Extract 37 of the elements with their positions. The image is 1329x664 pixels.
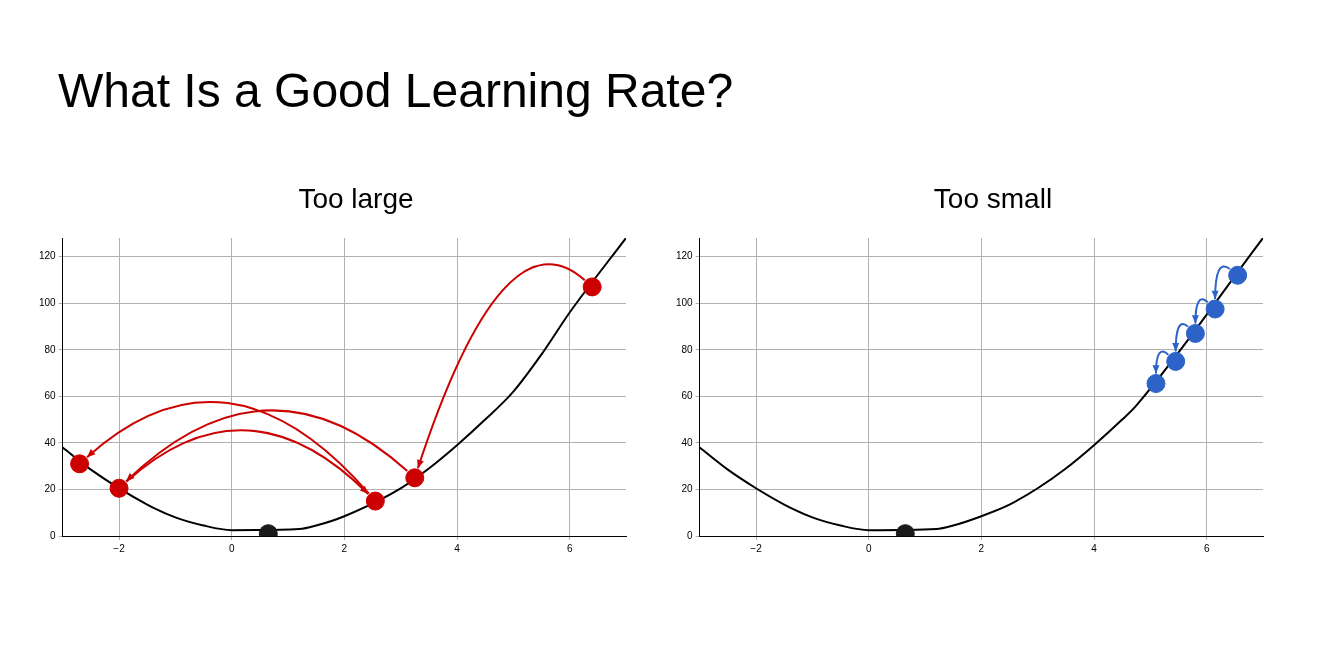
point [109, 478, 129, 498]
y-tick-label: 80 [681, 343, 694, 355]
y-tick-label: 0 [50, 529, 57, 541]
y-tick-label: 0 [687, 529, 694, 541]
x-tick-label: 4 [454, 542, 461, 554]
y-tick-label: 20 [44, 483, 57, 495]
x-tick-label: 0 [865, 542, 872, 554]
chart-title: Too small [932, 183, 1054, 216]
y-tick-label: 120 [39, 250, 57, 262]
x-tick-label: 0 [228, 542, 235, 554]
y-tick-label: 100 [676, 296, 694, 308]
y-tick-label: 60 [44, 390, 57, 402]
point [1146, 374, 1166, 394]
point [1205, 299, 1225, 319]
y-tick-label: 60 [681, 390, 694, 402]
point [1166, 351, 1186, 371]
y-tick-label: 40 [681, 436, 694, 448]
y-tick-label: 100 [39, 296, 57, 308]
x-tick-label: −2 [113, 542, 126, 554]
chart-title: Too large [297, 183, 415, 216]
x-tick-label: 4 [1091, 542, 1098, 554]
y-tick-label: 20 [681, 483, 694, 495]
y-tick-label: 80 [44, 343, 57, 355]
y-tick-label: 120 [676, 250, 694, 262]
point [365, 491, 385, 511]
point [1228, 265, 1248, 285]
point [582, 277, 602, 297]
x-tick-label: −2 [750, 542, 763, 554]
point [1185, 323, 1205, 343]
y-tick-label: 40 [44, 436, 57, 448]
text: What Is a Good Learning Rate? [58, 63, 734, 118]
x-tick-label: 6 [566, 542, 573, 554]
x-tick-label: 6 [1203, 542, 1210, 554]
x-tick-label: 2 [978, 542, 985, 554]
point [405, 468, 425, 488]
x-tick-label: 2 [341, 542, 348, 554]
point [70, 454, 90, 474]
